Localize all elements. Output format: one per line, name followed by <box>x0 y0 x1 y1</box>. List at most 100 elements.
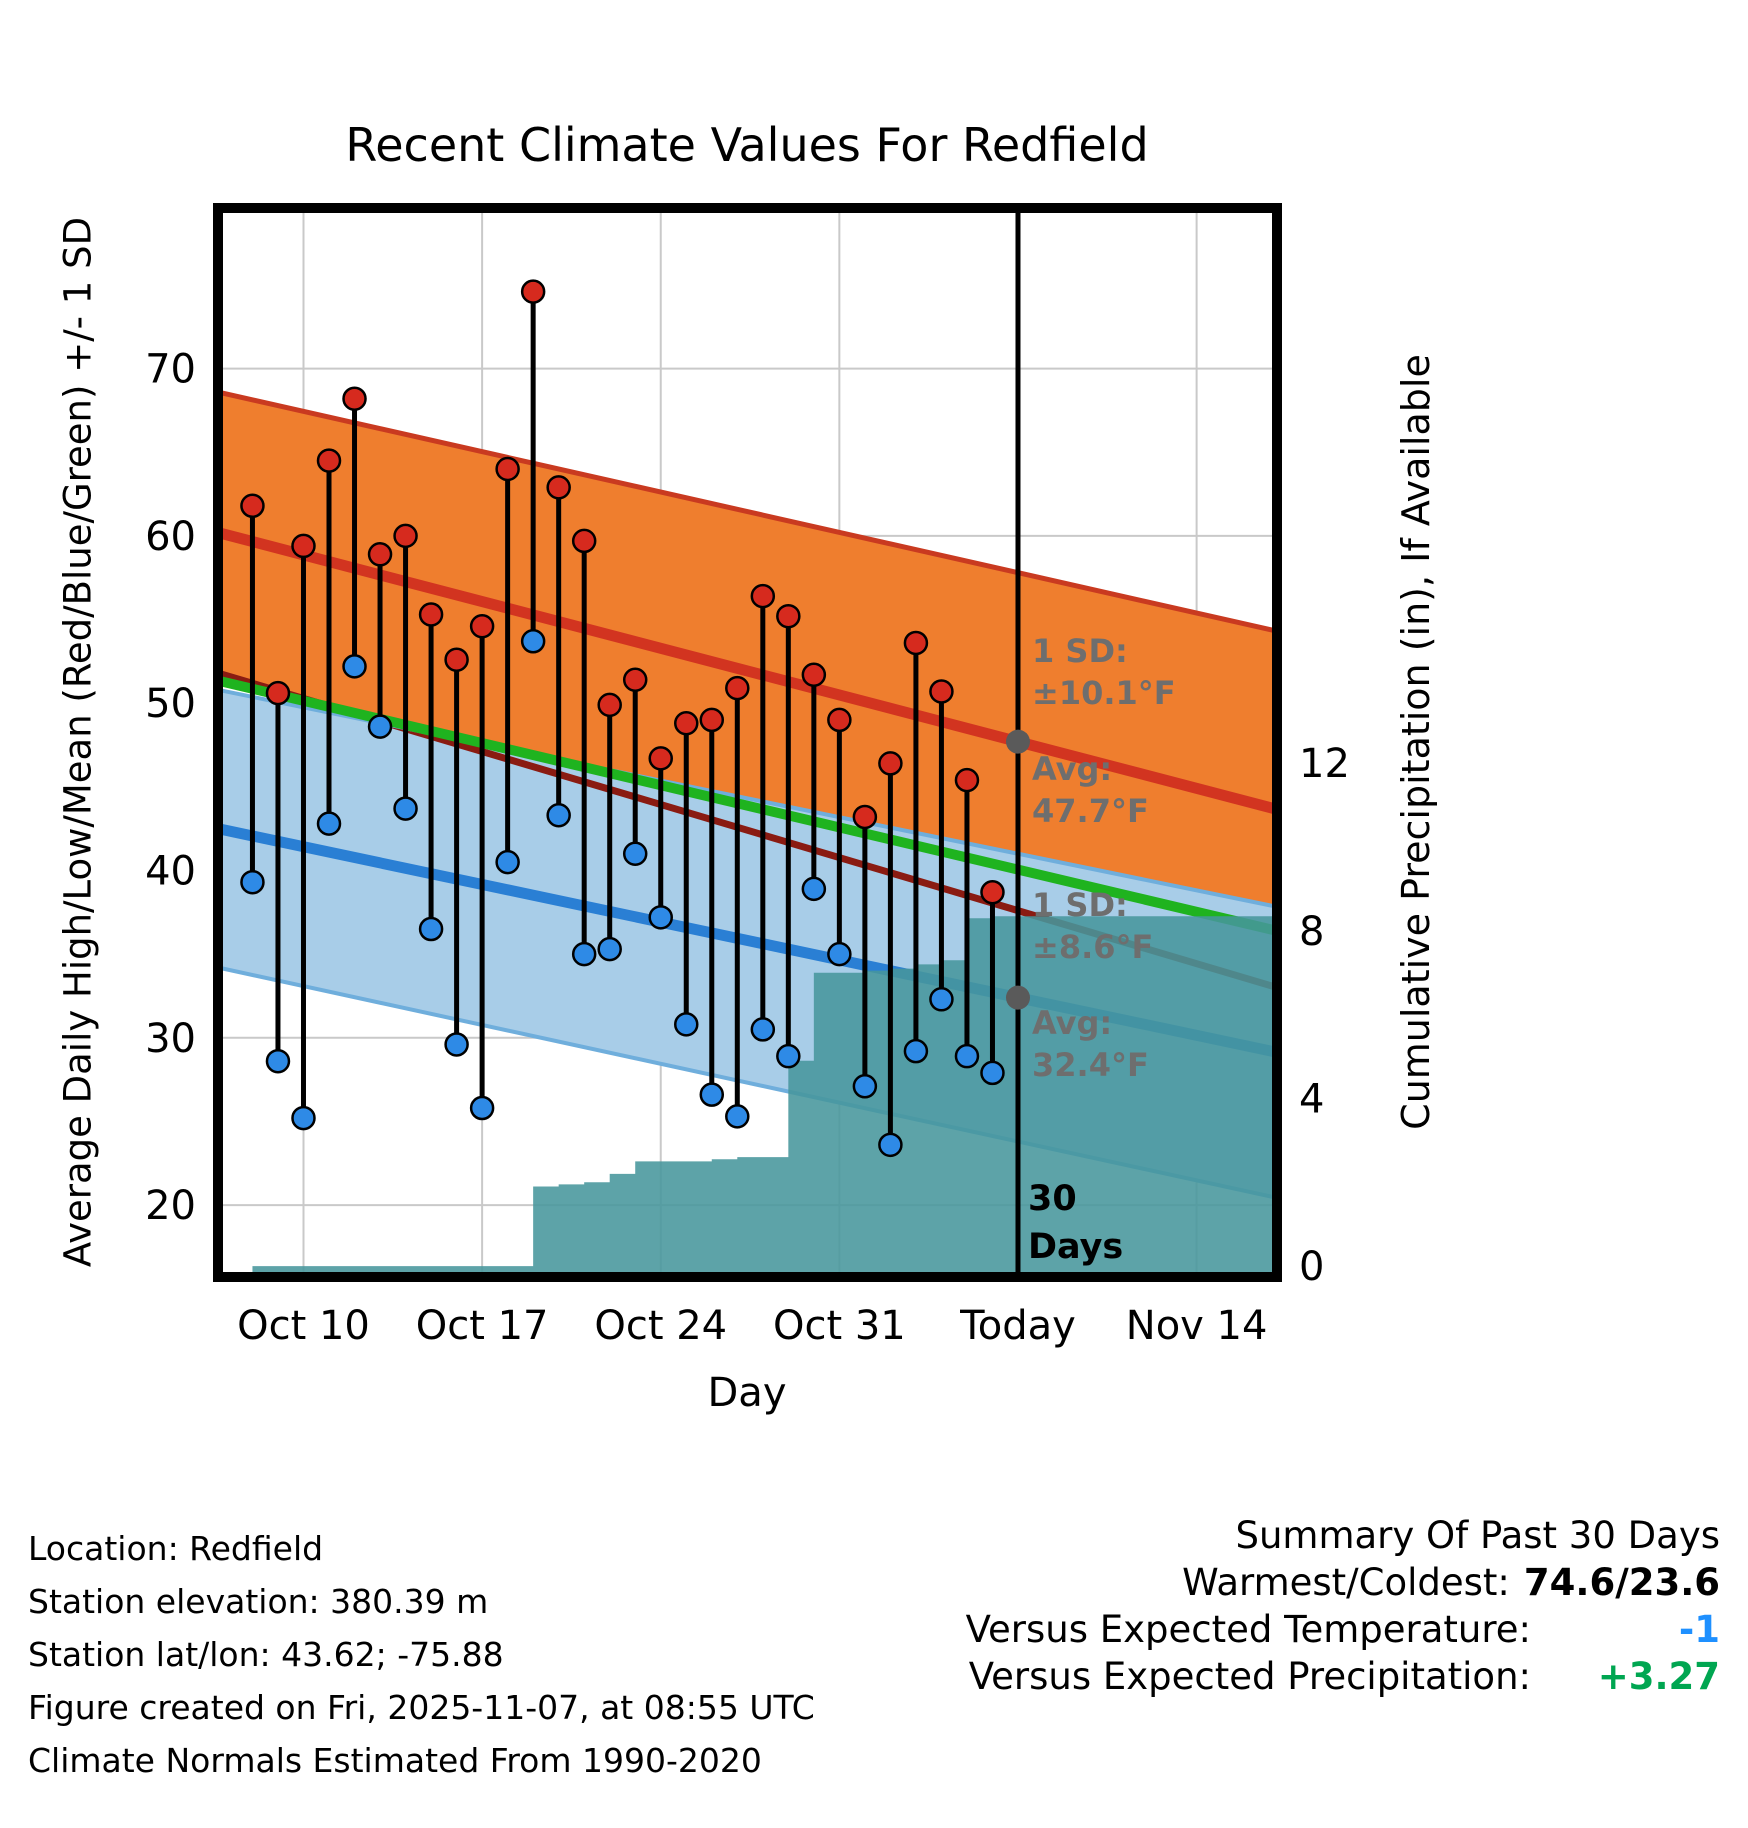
summary-row-vs-precipitation: Versus Expected Precipitation: +3.27 <box>966 1653 1720 1700</box>
high-sd-label: 1 SD: <box>1032 632 1128 670</box>
daily-low-dot <box>725 1104 750 1129</box>
daily-low-dot <box>393 796 418 821</box>
footer-latlon: Station lat/lon: 43.62; -75.88 <box>28 1635 504 1674</box>
daily-low-dot <box>291 1105 316 1131</box>
daily-low-dot <box>674 1012 699 1037</box>
high-band-top-edge <box>217 389 1278 634</box>
daily-high-low-group <box>240 279 1005 1158</box>
avg-high-marker-dot <box>1005 729 1030 754</box>
days-marker-line2: Days <box>1028 1227 1123 1267</box>
y-tick-label-left: 40 <box>145 848 196 894</box>
y-tick-label-left: 20 <box>145 1183 196 1229</box>
y-tick-label-left: 60 <box>145 514 196 560</box>
daily-low-dot <box>316 811 342 836</box>
y-tick-label-right: 8 <box>1299 909 1324 955</box>
x-tick-label: Oct 10 <box>237 1303 370 1349</box>
high-avg-value: 47.7°F <box>1032 792 1149 830</box>
x-axis-label: Day <box>707 1370 787 1416</box>
y-tick-label-right: 12 <box>1299 741 1350 787</box>
x-tick-label: Nov 14 <box>1126 1303 1268 1349</box>
daily-low-dot <box>801 876 827 902</box>
daily-high-dot <box>520 279 546 304</box>
summary-label: Versus Expected Precipitation: <box>968 1655 1531 1698</box>
summary-label: Warmest/Coldest: <box>1182 1561 1510 1604</box>
daily-low-dot <box>852 1074 878 1099</box>
daily-low-dot <box>495 849 520 875</box>
footer-elevation: Station elevation: 380.39 m <box>28 1582 489 1621</box>
daily-high-dot <box>418 602 444 627</box>
plot-border-group <box>213 203 1282 1282</box>
daily-low-dot <box>827 941 852 967</box>
daily-low-dot <box>699 1082 725 1107</box>
daily-low-dot <box>954 1043 980 1069</box>
daily-high-dot <box>546 475 571 500</box>
today-annotations: 1 SD: ±10.1°F Avg: 47.7°F 1 SD: ±8.6°F A… <box>1028 632 1176 1267</box>
daily-high-dot <box>827 707 852 733</box>
daily-low-dot <box>520 629 546 654</box>
summary-panel: Summary Of Past 30 Days Warmest/Coldest:… <box>966 1512 1720 1700</box>
low-avg-value: 32.4°F <box>1032 1046 1149 1084</box>
x-tick-label: Oct 17 <box>416 1303 549 1349</box>
x-tick-label: Oct 24 <box>594 1303 727 1349</box>
daily-high-dot <box>725 675 750 701</box>
daily-high-dot <box>648 746 673 771</box>
footer-info: Location: Redfield Station elevation: 38… <box>28 1522 815 1787</box>
daily-low-dot <box>469 1095 495 1121</box>
daily-low-dot <box>597 936 622 962</box>
low-avg-label: Avg: <box>1032 1004 1112 1042</box>
daily-high-dot <box>801 662 827 687</box>
summary-value: -1 <box>1678 1608 1720 1651</box>
daily-high-dot <box>469 613 495 639</box>
y-tick-label-right: 4 <box>1299 1076 1324 1122</box>
footer-normals-source: Climate Normals Estimated From 1990-2020 <box>28 1741 762 1780</box>
daily-high-dot <box>903 630 929 656</box>
daily-high-dot <box>980 879 1005 905</box>
daily-high-dot <box>571 528 597 554</box>
x-tick-label: Oct 31 <box>773 1303 906 1349</box>
avg-low-marker-dot <box>1005 985 1030 1010</box>
daily-low-dot <box>546 803 571 828</box>
summary-value: +3.27 <box>1597 1655 1720 1698</box>
avg-high-normal-line <box>216 527 1279 815</box>
high-avg-label: Avg: <box>1032 750 1112 788</box>
daily-low-dot <box>878 1132 903 1158</box>
daily-low-dot <box>750 1017 776 1042</box>
daily-high-dot <box>316 448 342 473</box>
low-sd-value: ±8.6°F <box>1032 928 1153 966</box>
high-sd-value: ±10.1°F <box>1032 674 1176 712</box>
summary-row-vs-temperature: Versus Expected Temperature: -1 <box>966 1606 1720 1653</box>
daily-low-dot <box>240 869 265 895</box>
daily-high-dot <box>240 493 265 519</box>
y-tick-label-left: 70 <box>145 347 196 393</box>
plot-border <box>213 203 1282 1282</box>
avg-marker-group <box>1005 729 1030 1010</box>
summary-title: Summary Of Past 30 Days <box>1235 1514 1720 1557</box>
y-tick-label-right: 0 <box>1299 1244 1324 1290</box>
daily-high-dot <box>291 533 316 559</box>
daily-low-dot <box>418 916 444 942</box>
footer-created: Figure created on Fri, 2025-11-07, at 08… <box>28 1688 815 1727</box>
daily-high-dot <box>342 386 367 411</box>
chart-title: Recent Climate Values For Redfield <box>345 118 1149 172</box>
daily-low-dot <box>776 1043 801 1069</box>
daily-high-dot <box>699 707 725 733</box>
days-marker-line1: 30 <box>1028 1179 1077 1219</box>
climate-chart-canvas: 1 SD: ±10.1°F Avg: 47.7°F 1 SD: ±8.6°F A… <box>145 203 1350 1349</box>
daily-high-dot <box>954 767 980 793</box>
daily-high-dot <box>878 751 903 776</box>
daily-low-dot <box>648 905 673 930</box>
daily-high-dot <box>776 603 801 629</box>
summary-label: Versus Expected Temperature: <box>965 1608 1531 1651</box>
daily-low-dot <box>342 654 367 679</box>
daily-high-dot <box>852 804 878 830</box>
daily-high-dot <box>929 679 954 704</box>
y-tick-label-left: 50 <box>145 681 196 727</box>
daily-low-dot <box>903 1038 929 1064</box>
daily-high-dot <box>393 523 418 549</box>
daily-high-dot <box>367 542 393 567</box>
daily-low-dot <box>367 714 393 739</box>
x-tick-label: Today <box>959 1303 1076 1349</box>
daily-high-dot <box>750 583 776 609</box>
